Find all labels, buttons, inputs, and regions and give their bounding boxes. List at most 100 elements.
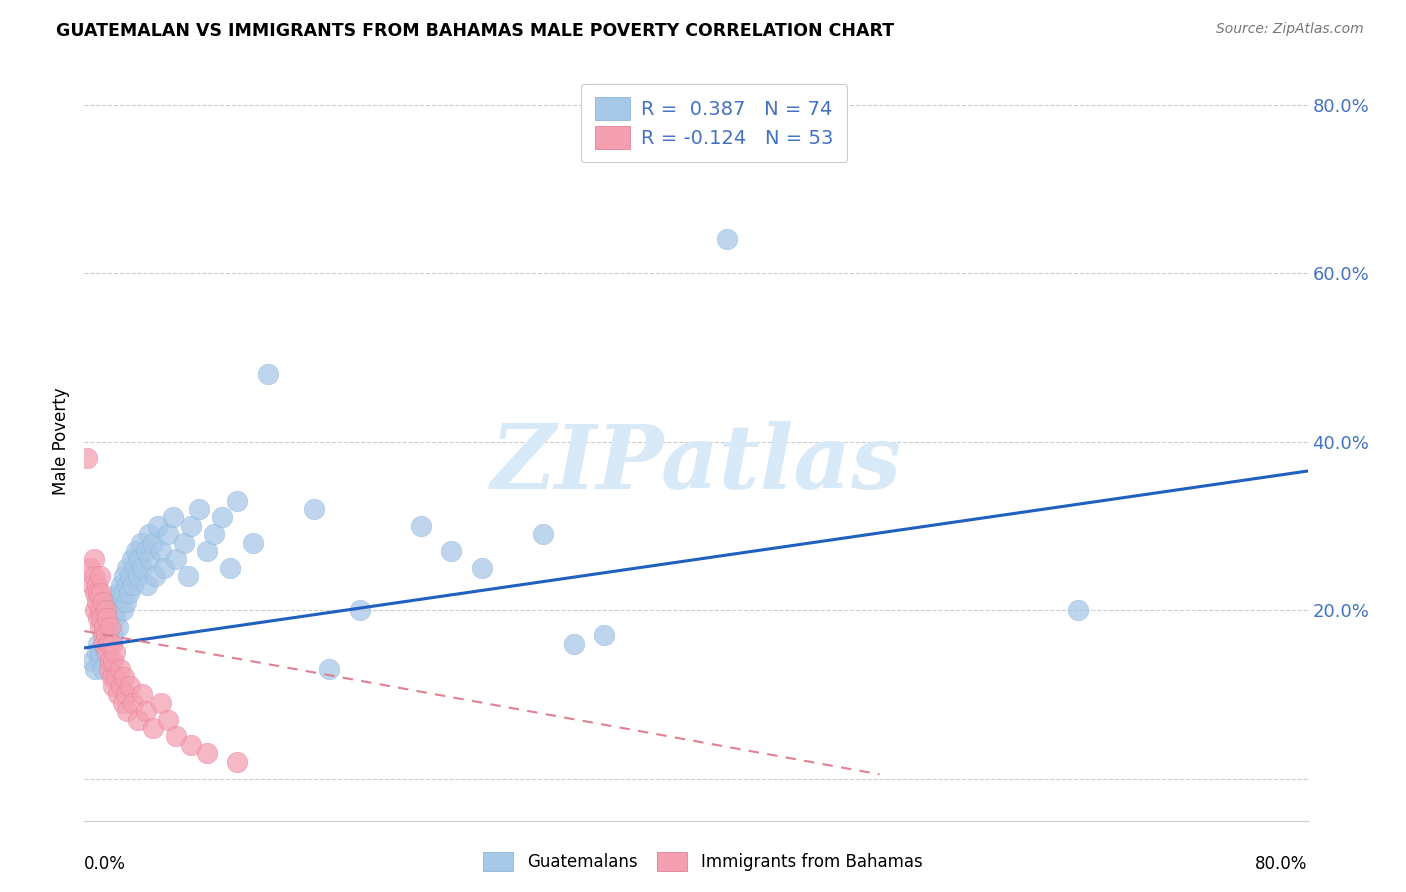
Point (103, 628, 125, 642)
Point (91, 594, 114, 608)
Point (531, 527, 554, 541)
Point (112, 569, 135, 583)
Point (93, 628, 115, 642)
Point (127, 569, 149, 583)
Point (91, 662, 114, 676)
Point (103, 679, 125, 693)
Point (1067, 603, 1090, 617)
Point (93, 620, 115, 634)
Point (107, 586, 129, 600)
Point (89, 569, 111, 583)
Point (101, 603, 124, 617)
Point (142, 721, 165, 735)
Point (86, 594, 108, 608)
Point (108, 594, 131, 608)
Point (93, 637, 115, 651)
Point (104, 594, 127, 608)
Point (125, 544, 148, 558)
Point (188, 502, 211, 516)
Point (135, 704, 157, 718)
Point (173, 535, 195, 549)
Point (84, 603, 107, 617)
Point (114, 594, 136, 608)
Point (115, 561, 138, 575)
Point (104, 645, 127, 659)
Point (143, 569, 166, 583)
Point (101, 637, 124, 651)
Point (91, 628, 114, 642)
Point (87, 586, 110, 600)
Point (131, 561, 153, 575)
Point (84, 586, 107, 600)
Point (128, 552, 150, 566)
Point (98, 654, 121, 668)
Point (120, 569, 142, 583)
Point (242, 535, 264, 549)
Y-axis label: Male Poverty: Male Poverty (52, 388, 70, 495)
Point (562, 637, 585, 651)
Point (165, 552, 187, 566)
Legend: Guatemalans, Immigrants from Bahamas: Guatemalans, Immigrants from Bahamas (475, 843, 931, 880)
Point (98, 620, 121, 634)
Point (180, 738, 202, 752)
Point (97, 628, 120, 642)
Point (153, 561, 176, 575)
Point (157, 527, 180, 541)
Point (226, 755, 249, 769)
Point (80, 654, 103, 668)
Point (139, 552, 162, 566)
Text: GUATEMALAN VS IMMIGRANTS FROM BAHAMAS MALE POVERTY CORRELATION CHART: GUATEMALAN VS IMMIGRANTS FROM BAHAMAS MA… (56, 22, 894, 40)
Point (91, 637, 114, 651)
Point (593, 628, 616, 642)
Point (97, 637, 120, 651)
Point (162, 510, 184, 524)
Point (110, 679, 132, 693)
Point (108, 662, 131, 676)
Point (195, 544, 218, 558)
Legend: R =  0.387   N = 74, R = -0.124   N = 53: R = 0.387 N = 74, R = -0.124 N = 53 (581, 84, 848, 162)
Point (111, 586, 134, 600)
Point (716, 232, 738, 246)
Point (90, 586, 112, 600)
Point (94, 603, 117, 617)
Point (80, 578, 103, 592)
Point (112, 670, 135, 684)
Point (120, 679, 142, 693)
Point (105, 603, 128, 617)
Point (177, 569, 200, 583)
Point (115, 704, 138, 718)
Point (96, 620, 118, 634)
Point (440, 544, 463, 558)
Point (142, 535, 165, 549)
Point (76, 451, 98, 466)
Point (89, 654, 111, 668)
Point (302, 502, 325, 516)
Point (110, 578, 132, 592)
Point (111, 603, 134, 617)
Point (84, 662, 107, 676)
Point (89, 603, 111, 617)
Point (83, 552, 105, 566)
Point (118, 586, 141, 600)
Point (129, 535, 152, 549)
Point (409, 518, 432, 533)
Point (122, 578, 145, 592)
Point (104, 611, 127, 625)
Point (94, 628, 117, 642)
Point (101, 620, 124, 634)
Point (138, 527, 160, 541)
Point (89, 645, 111, 659)
Point (114, 687, 136, 701)
Point (89, 620, 111, 634)
Point (218, 561, 240, 575)
Point (131, 687, 153, 701)
Point (96, 645, 118, 659)
Point (97, 662, 120, 676)
Point (121, 552, 143, 566)
Point (101, 670, 124, 684)
Point (211, 510, 233, 524)
Point (105, 670, 128, 684)
Point (122, 696, 145, 710)
Point (202, 527, 225, 541)
Point (87, 637, 110, 651)
